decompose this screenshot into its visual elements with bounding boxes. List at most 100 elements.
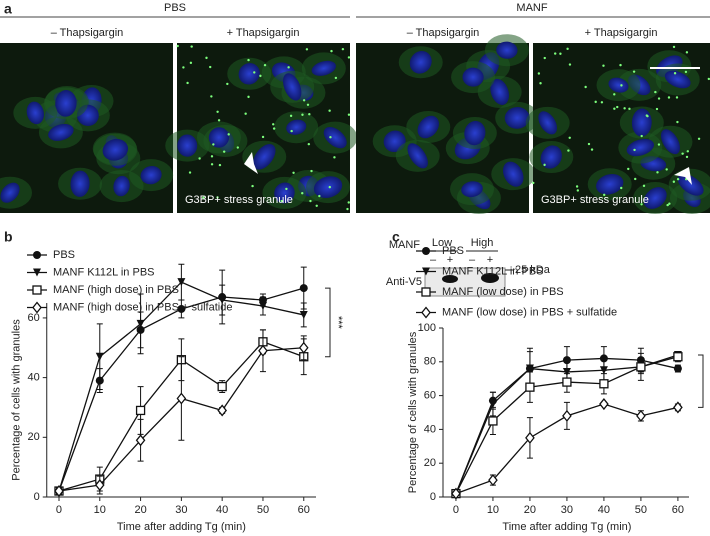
granule — [590, 148, 594, 151]
marker — [95, 352, 104, 361]
x-tick-label: 0 — [453, 504, 459, 516]
granule — [329, 135, 332, 139]
blot-band — [481, 273, 499, 283]
marker — [562, 377, 572, 387]
panel-label: c — [392, 229, 400, 245]
x-tick-label: 30 — [561, 504, 573, 516]
condition-label: + Thapsigargin — [227, 27, 300, 39]
nucleus — [282, 73, 302, 101]
granule — [627, 167, 630, 171]
granule — [676, 177, 680, 181]
nucleus — [461, 181, 483, 198]
significance-label: *** — [332, 316, 344, 330]
condition-label: + Thapsigargin — [585, 27, 658, 39]
granule — [205, 56, 208, 60]
nucleus — [0, 182, 20, 203]
marker — [258, 301, 267, 310]
marker — [218, 296, 227, 305]
condition-label: – Thapsigargin — [407, 27, 480, 39]
nucleus — [409, 50, 432, 74]
x-tick-label: 50 — [257, 504, 269, 516]
granule — [222, 150, 226, 153]
nucleus — [70, 170, 90, 197]
nucleus — [113, 175, 130, 197]
granule — [645, 114, 648, 117]
granule — [289, 114, 293, 118]
granule — [347, 113, 351, 116]
condition-label: – Thapsigargin — [51, 27, 124, 39]
legend-label: MANF (low dose) in PBS + sulfatide — [442, 306, 617, 318]
y-tick-label: 60 — [424, 390, 436, 402]
granule — [543, 163, 546, 167]
x-tick-label: 40 — [216, 504, 228, 516]
granule — [620, 84, 623, 87]
marker — [525, 431, 535, 444]
marker — [177, 304, 186, 313]
marker — [298, 341, 309, 354]
marker — [525, 364, 534, 373]
nucleus — [177, 134, 198, 157]
granule — [287, 66, 290, 69]
y-tick-label: 0 — [430, 491, 436, 503]
y-tick-label: 80 — [424, 356, 436, 368]
granule — [576, 189, 580, 192]
granule — [272, 123, 275, 126]
granule — [575, 185, 579, 188]
legend-label: MANF (low dose) in PBS — [442, 286, 564, 298]
blot-marker: 25 kDa — [515, 264, 551, 276]
granule — [613, 107, 616, 110]
arrowhead — [674, 167, 692, 185]
y-tick-label: 40 — [424, 423, 436, 435]
marker — [136, 319, 145, 328]
granule — [559, 52, 562, 55]
granule — [285, 187, 288, 191]
x-tick-label: 40 — [598, 504, 610, 516]
granule — [654, 90, 657, 94]
nucleus — [48, 123, 74, 141]
granule — [280, 199, 283, 203]
granule — [685, 155, 689, 159]
granule — [642, 184, 646, 188]
granule — [668, 202, 671, 205]
granule — [333, 156, 336, 159]
y-tick-label: 20 — [28, 431, 40, 443]
granule — [190, 45, 193, 48]
marker — [54, 484, 64, 498]
nucleus — [660, 129, 680, 155]
granule — [566, 47, 569, 51]
blot-sign: + — [487, 254, 493, 266]
granule — [616, 105, 619, 109]
granule — [568, 136, 571, 140]
nucleus — [407, 143, 428, 169]
x-tick-label: 10 — [487, 504, 499, 516]
granule — [584, 85, 587, 89]
marker — [299, 284, 308, 293]
granule — [672, 45, 676, 49]
x-tick-label: 0 — [56, 504, 62, 516]
legend-label: MANF K112L in PBS — [442, 265, 544, 277]
y-tick-label: 60 — [28, 312, 40, 324]
granule — [216, 196, 219, 199]
nucleus — [274, 182, 295, 204]
marker — [488, 400, 497, 409]
marker — [525, 382, 535, 392]
granule — [707, 77, 710, 81]
marker — [217, 381, 227, 392]
granule — [628, 107, 631, 111]
marker — [636, 362, 646, 372]
blot-antibody: Anti-V5 — [386, 276, 422, 288]
x-tick-label: 60 — [672, 504, 684, 516]
x-axis-label: Time after adding Tg (min) — [502, 521, 631, 533]
granule — [251, 184, 254, 188]
x-tick-label: 30 — [175, 504, 187, 516]
granule — [212, 143, 215, 146]
micrographs — [0, 34, 710, 215]
granule — [202, 196, 205, 199]
nucleus — [253, 144, 276, 170]
granule — [568, 63, 572, 66]
nucleus — [608, 77, 629, 93]
granule — [613, 93, 616, 96]
granule — [587, 142, 591, 146]
granule — [218, 163, 222, 167]
y-tick-label: 0 — [34, 491, 40, 503]
